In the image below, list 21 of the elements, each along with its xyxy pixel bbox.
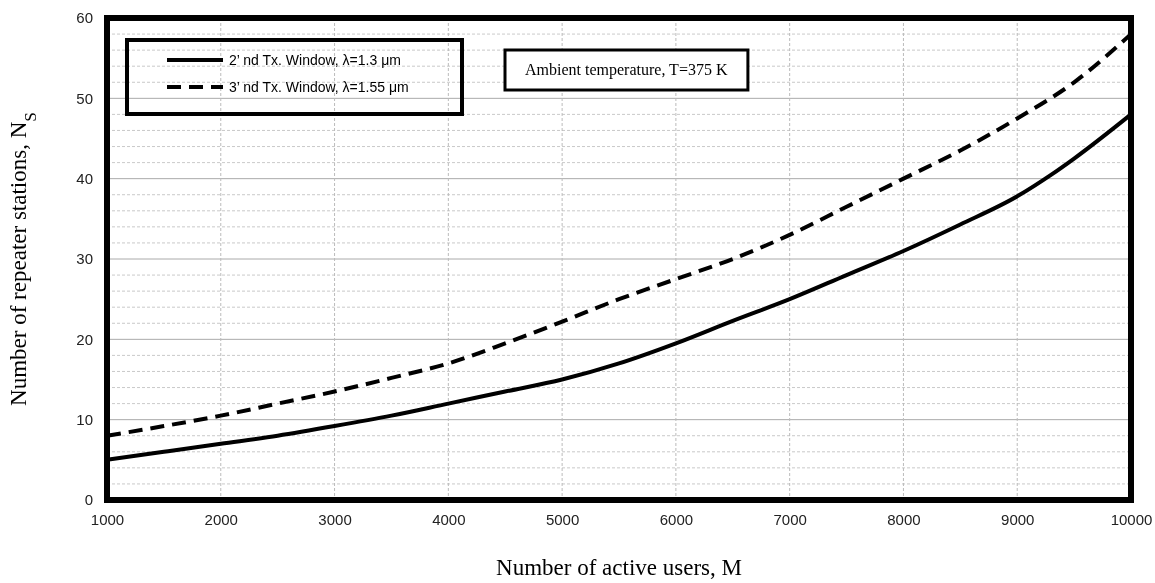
- x-axis-title: Number of active users, M: [496, 555, 742, 580]
- x-tick-label: 3000: [318, 510, 352, 528]
- y-tick-label: 30: [76, 250, 93, 268]
- y-tick-label: 60: [76, 9, 93, 27]
- y-tick-label: 50: [76, 89, 93, 107]
- x-tick-label: 6000: [659, 510, 694, 528]
- y-tick-label: 40: [76, 169, 93, 187]
- legend-label: 3’ nd Tx. Window, λ=1.55 μm: [229, 79, 409, 95]
- x-tick-label: 9000: [1001, 510, 1035, 528]
- y-tick-label: 10: [76, 410, 93, 428]
- x-tick-label: 8000: [887, 510, 921, 528]
- x-tick-label: 1000: [90, 510, 125, 528]
- y-tick-label: 20: [76, 330, 93, 348]
- x-tick-label: 2000: [204, 510, 238, 528]
- x-tick-label: 7000: [773, 510, 807, 528]
- x-tick-label: 10000: [1110, 510, 1153, 528]
- x-tick-label: 4000: [432, 510, 466, 528]
- y-tick-label: 0: [84, 491, 93, 509]
- x-tick-label: 5000: [545, 510, 580, 528]
- legend-label: 2’ nd Tx. Window, λ=1.3 μm: [229, 52, 401, 68]
- annotation: Ambient temperature, T=375 K: [525, 61, 728, 79]
